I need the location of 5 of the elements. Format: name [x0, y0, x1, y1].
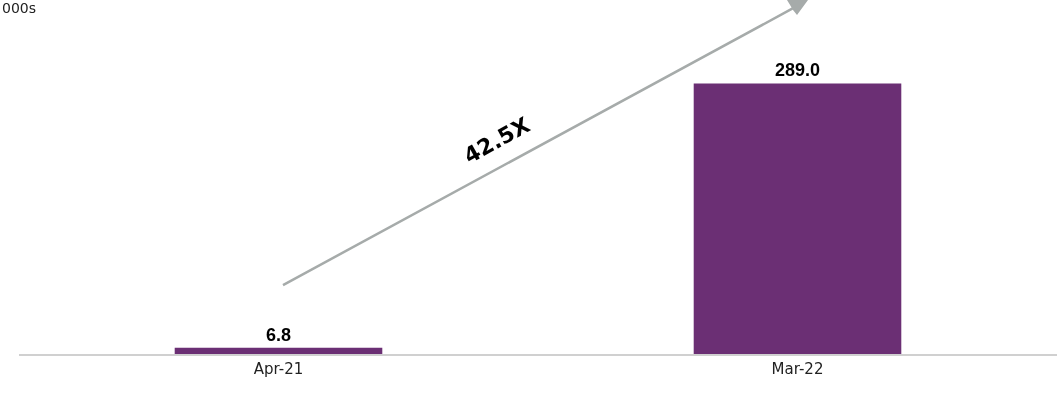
y-axis-title: 000s: [2, 0, 37, 16]
x-tick-label: Mar-22: [771, 359, 824, 378]
data-label: 6.8: [265, 324, 292, 345]
x-tick-label: Apr-21: [253, 359, 304, 378]
data-label: 289.0: [774, 60, 821, 81]
